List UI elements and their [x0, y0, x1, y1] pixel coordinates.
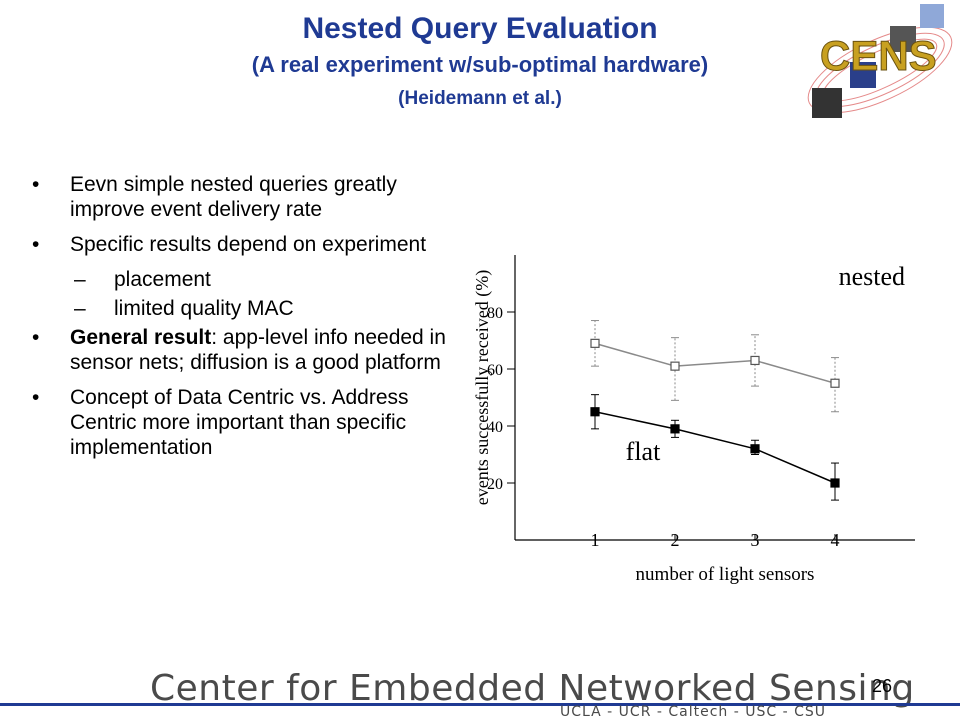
- bullet-marker: •: [32, 326, 40, 349]
- x-tick-label: 4: [831, 530, 840, 550]
- x-tick-label: 3: [751, 530, 760, 550]
- slide-subtitle: (A real experiment w/sub-optimal hardwar…: [251, 52, 709, 77]
- data-point-flat: [830, 478, 840, 488]
- x-axis-label: number of light sensors: [636, 564, 815, 585]
- sub-bullet-text: limited quality MAC: [114, 297, 294, 320]
- bullet-text: Eevn simple nested queries greatly impro…: [70, 173, 397, 221]
- bullet-item: • Eevn simple nested queries greatly imp…: [32, 172, 452, 222]
- x-tick-label: 1: [591, 530, 600, 550]
- sub-bullet-item: – limited quality MAC: [32, 296, 452, 321]
- bullet-text: Specific results depend on experiment: [70, 233, 427, 256]
- slide-citation: (Heidemann et al.): [398, 88, 562, 109]
- bullet-marker: •: [32, 386, 40, 409]
- data-point-nested: [590, 338, 600, 348]
- footer-divider: [0, 703, 960, 706]
- sub-bullet-marker: –: [74, 268, 86, 291]
- data-point-flat: [590, 407, 600, 417]
- line-chart: 20 40 60 80 1 2 3 4 number of light sensors event…: [472, 255, 915, 585]
- bullet-item: • General result: app-level info needed …: [32, 325, 452, 375]
- bullet-bold-text: General result: [70, 326, 212, 349]
- series-line-flat: [594, 411, 836, 484]
- data-point-flat: [670, 424, 680, 434]
- bullet-list: • Eevn simple nested queries greatly imp…: [32, 172, 452, 470]
- footer-institutions: UCLA - UCR - Caltech - USC - CSU: [560, 704, 827, 720]
- bullet-item: • Specific results depend on experiment: [32, 232, 452, 257]
- slide-title: Nested Query Evaluation: [302, 12, 658, 45]
- footer-title: Center for Embedded Networked Sensing: [150, 668, 915, 709]
- y-tick-label: 60: [487, 362, 503, 379]
- data-point-nested: [670, 361, 680, 371]
- bullet-marker: •: [32, 233, 40, 256]
- bullet-marker: •: [32, 173, 40, 196]
- bullet-item: • Concept of Data Centric vs. Address Ce…: [32, 385, 452, 460]
- sub-bullet-item: – placement: [32, 267, 452, 292]
- logo-text: CENS: [820, 32, 937, 79]
- sub-bullet-text: placement: [114, 268, 211, 291]
- y-tick-label: 80: [487, 305, 503, 322]
- series-label-flat: flat: [626, 437, 661, 466]
- data-point-nested: [750, 355, 760, 366]
- data-point-flat: [750, 444, 760, 454]
- cens-logo: CENS: [800, 0, 960, 135]
- bullet-text: Concept of Data Centric vs. Address Cent…: [70, 386, 409, 459]
- bullet-text: : app-level info needed in sensor nets; …: [70, 326, 446, 374]
- y-tick-label: 40: [487, 419, 503, 436]
- sub-bullet-marker: –: [74, 297, 86, 320]
- data-point-nested: [830, 378, 840, 388]
- series-label-nested: nested: [839, 262, 905, 291]
- y-tick-label: 20: [487, 476, 503, 493]
- y-axis-label: events successfully received (%): [472, 270, 493, 505]
- series-line-nested: [594, 342, 836, 384]
- page-number: 26: [872, 676, 893, 696]
- x-tick-label: 2: [671, 530, 680, 550]
